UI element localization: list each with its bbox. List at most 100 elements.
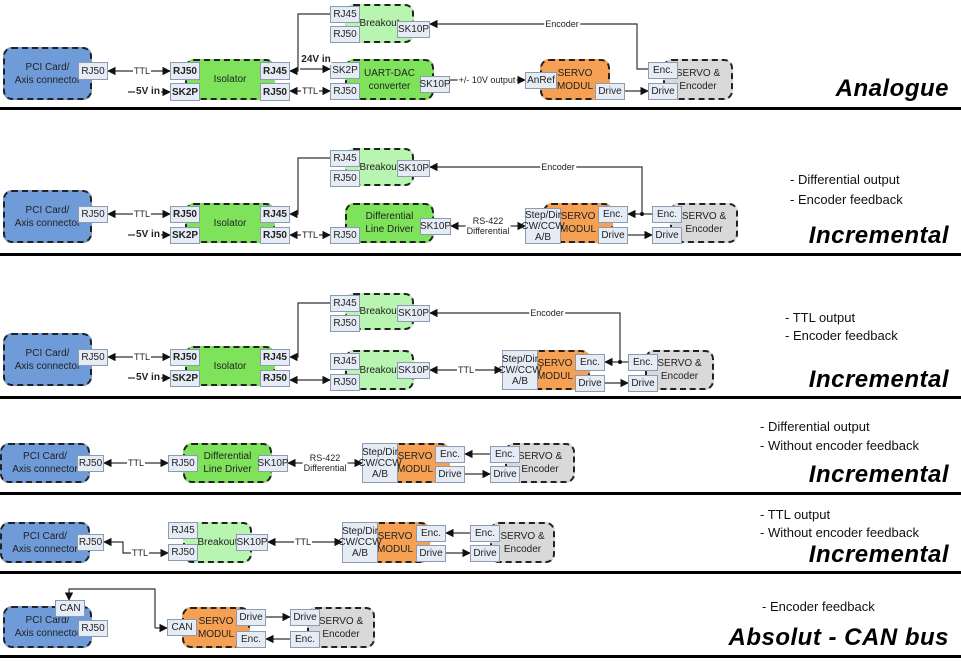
ttl-label: TTL xyxy=(293,537,313,547)
pci-rj50-port: RJ50 xyxy=(77,534,104,551)
pci-rj50-port: RJ50 xyxy=(78,620,108,637)
wire xyxy=(429,19,648,70)
servo-drive-port: Drive xyxy=(598,227,628,244)
isolator-rj45-port: RJ45 xyxy=(260,349,290,366)
breakout-rj50-port: RJ50 xyxy=(330,170,360,187)
section-divider xyxy=(0,253,961,256)
section-title: Incremental xyxy=(808,366,949,393)
isolator-rj50-port: RJ50 xyxy=(170,349,200,366)
section-divider xyxy=(0,396,961,399)
motor-drive-port: Drive xyxy=(628,375,658,392)
ttl-label: TTL xyxy=(132,352,152,362)
driver-sk10p-port: SK10P xyxy=(420,218,451,235)
servo-drive-port: Drive xyxy=(595,83,625,100)
breakout-sk10p-port: SK10P xyxy=(397,21,430,38)
5v-in-label: 5V in xyxy=(135,229,161,240)
servo-drive-port: Drive xyxy=(236,609,266,626)
servo-encoder-block: SERVO & Encoder xyxy=(490,522,555,563)
breakout-rj45-port: RJ45 xyxy=(330,295,360,312)
breakout2-sk10p-port: SK10P xyxy=(397,362,430,379)
pci-rj50-port: RJ50 xyxy=(78,206,108,223)
pci-card-block: PCI Card/ Axis connector xyxy=(0,522,90,563)
isolator-rj45-port: RJ45 xyxy=(260,206,290,223)
servo-enc-port: Enc. xyxy=(416,525,446,542)
servo-step-dir-port: Step/Dir CW/CCW A/B xyxy=(521,208,565,244)
pci-rj50-port: RJ50 xyxy=(78,349,108,366)
wire xyxy=(64,588,156,628)
isolator-rj45-port: RJ45 xyxy=(260,62,290,80)
pci-card-block: PCI Card/ Axis connector xyxy=(3,333,92,386)
isolator-rj50-port: RJ50 xyxy=(170,206,200,223)
encoder-label: Encoder xyxy=(529,308,565,318)
breakout2-rj45-port: RJ45 xyxy=(330,353,360,370)
isolator-sk2p-port: SK2P xyxy=(170,83,200,101)
ttl-label: TTL xyxy=(126,458,146,468)
servo-enc-port: Enc. xyxy=(575,354,605,371)
ttl-label: TTL xyxy=(300,230,320,240)
24v-in-label: 24V in xyxy=(300,54,332,65)
motor-enc-port: Enc. xyxy=(652,206,682,223)
motor-enc-port: Enc. xyxy=(648,62,678,79)
section-title: Incremental xyxy=(808,222,949,249)
servo-step-dir-port: Step/Dir CW/CCW A/B xyxy=(358,443,402,483)
breakout-sk10p-port: SK10P xyxy=(236,534,268,551)
motor-drive-port: Drive xyxy=(648,83,678,100)
isolator-sk2p-port: SK2P xyxy=(170,370,200,387)
isolator-sk2p-port: SK2P xyxy=(170,227,200,244)
breakout-rj45-port: RJ45 xyxy=(330,150,360,167)
pci-card-block: PCI Card/ Axis connector xyxy=(3,190,92,243)
junction-dot xyxy=(640,212,644,216)
section-divider xyxy=(0,492,961,495)
section-note: - Encoder feedback xyxy=(762,599,875,614)
servo-enc-port: Enc. xyxy=(236,631,266,648)
ttl-label: TTL xyxy=(132,209,152,219)
rs422-label: RS-422 Differential xyxy=(465,216,511,236)
isolator-rj50-port: RJ50 xyxy=(170,62,200,80)
motor-enc-port: Enc. xyxy=(490,446,520,463)
wire xyxy=(289,157,330,219)
junction-dot xyxy=(618,360,622,364)
section-note: - Differential output xyxy=(760,419,870,434)
motor-enc-port: Enc. xyxy=(470,525,500,542)
ttl-label: TTL xyxy=(132,66,152,76)
pci-can-port: CAN xyxy=(55,600,85,617)
breakout2-rj50-port: RJ50 xyxy=(330,374,360,391)
pci-rj50-port: RJ50 xyxy=(78,62,108,80)
servo-step-dir-port: Step/Dir CW/CCW A/B xyxy=(338,522,382,563)
servo-anref-port: AnRef xyxy=(525,72,557,89)
ttl-label: TTL xyxy=(456,365,476,375)
breakout-sk10p-port: SK10P xyxy=(397,305,430,322)
converter-sk10p-port: SK10P xyxy=(419,76,451,93)
servo-step-dir-port: Step/Dir CW/CCW A/B xyxy=(498,350,542,390)
5v-in-label: 5V in xyxy=(135,372,161,383)
driver-rj50-port: RJ50 xyxy=(330,227,360,244)
motor-drive-port: Drive xyxy=(490,466,520,483)
section-divider xyxy=(0,655,961,658)
driver-sk10p-port: SK10P xyxy=(257,455,289,472)
section-title: Analogue xyxy=(835,75,949,102)
rs422-label: RS-422 Differential xyxy=(302,453,348,473)
wire xyxy=(429,308,621,362)
section-divider xyxy=(0,571,961,574)
section-divider xyxy=(0,107,961,110)
converter-sk2p-port: SK2P xyxy=(330,62,360,79)
section-title: Absolut - CAN bus xyxy=(728,624,949,651)
isolator-rj50-out-port: RJ50 xyxy=(260,83,290,101)
motor-drive-port: Drive xyxy=(470,545,500,562)
servo-drive-port: Drive xyxy=(416,545,446,562)
pci-card-block: PCI Card/ Axis connector xyxy=(3,606,92,648)
section-note: - Without encoder feedback xyxy=(760,525,919,540)
wire xyxy=(429,162,643,214)
motor-enc-port: Enc. xyxy=(628,354,658,371)
analog-output-label: +/- 10V output xyxy=(457,75,517,85)
section-note: - TTL output xyxy=(760,507,831,522)
section-note: - TTL output xyxy=(785,310,856,325)
isolator-rj50-out-port: RJ50 xyxy=(260,370,290,387)
differential-line-driver-block: Differential Line Driver xyxy=(345,203,434,243)
isolator-rj50-out-port: RJ50 xyxy=(260,227,290,244)
servo-enc-port: Enc. xyxy=(435,446,465,463)
ttl-label: TTL xyxy=(300,86,320,96)
section-title: Incremental xyxy=(808,461,949,488)
pci-rj50-port: RJ50 xyxy=(77,455,104,472)
motor-drive-port: Drive xyxy=(652,227,682,244)
